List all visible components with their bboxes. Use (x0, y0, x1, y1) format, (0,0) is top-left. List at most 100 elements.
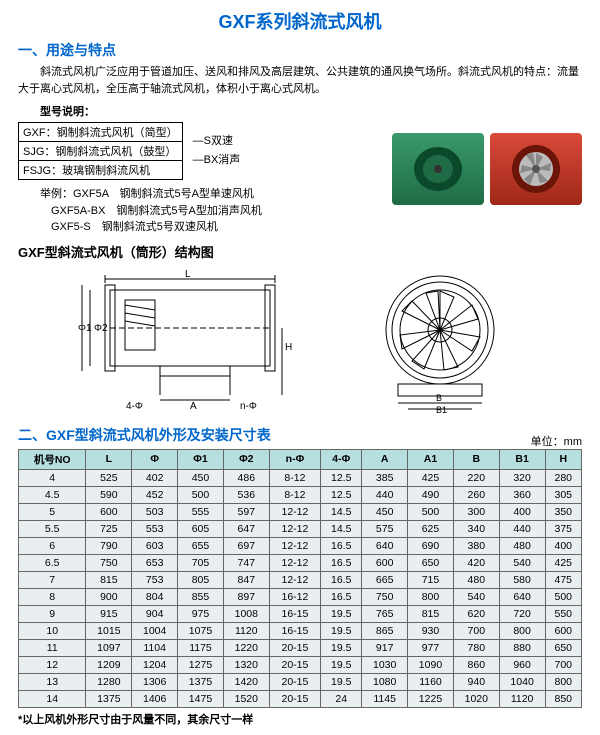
model-expl-title: 型号说明： (18, 103, 382, 119)
table-header: 4-Φ (321, 449, 362, 469)
table-cell: 800 (499, 622, 545, 639)
table-cell: 14 (19, 690, 86, 707)
diagram-front: B1 B (360, 265, 530, 415)
table-cell: 655 (178, 537, 224, 554)
table-cell: 6 (19, 537, 86, 554)
table-cell: 900 (86, 588, 132, 605)
table-cell: 553 (132, 520, 178, 537)
table-cell: 6.5 (19, 554, 86, 571)
table-cell: 575 (362, 520, 408, 537)
table-cell: 480 (499, 537, 545, 554)
intro-text: 斜流式风机广泛应用于管道加压、送风和排风及高层建筑、公共建筑的通风换气场所。斜流… (18, 64, 582, 97)
fan-photo-red (490, 133, 582, 205)
table-cell: 915 (86, 605, 132, 622)
table-cell: 625 (408, 520, 454, 537)
table-cell: 640 (499, 588, 545, 605)
table-cell: 8-12 (269, 469, 320, 486)
table-cell: 1104 (132, 639, 178, 656)
table-cell: 10 (19, 622, 86, 639)
table-cell: 1420 (223, 673, 269, 690)
table-header: L (86, 449, 132, 469)
table-cell: 1275 (178, 656, 224, 673)
table-header: A (362, 449, 408, 469)
table-cell: 500 (545, 588, 581, 605)
table-cell: 780 (453, 639, 499, 656)
table-header: A1 (408, 449, 454, 469)
table-cell: 4.5 (19, 486, 86, 503)
table-cell: 5.5 (19, 520, 86, 537)
table-cell: 19.5 (321, 622, 362, 639)
table-cell: 19.5 (321, 605, 362, 622)
table-cell: 13 (19, 673, 86, 690)
table-cell: 540 (499, 554, 545, 571)
svg-text:Φ1: Φ1 (78, 323, 92, 334)
table-cell: 1320 (223, 656, 269, 673)
table-cell: 800 (408, 588, 454, 605)
table-cell: 12.5 (321, 469, 362, 486)
table-cell: 500 (178, 486, 224, 503)
table-cell: 280 (545, 469, 581, 486)
example-line: GXF5A-BX 钢制斜流式5号A型加消声风机 (51, 205, 262, 217)
example-line: GXF5-S 钢制斜流式5号双速风机 (51, 221, 218, 233)
model-suffixes: —S双速 —BX消声 (193, 132, 241, 169)
model-cell: FSJG：玻璃钢制斜流风机 (19, 161, 183, 180)
table-cell: 19.5 (321, 656, 362, 673)
table-cell: 665 (362, 571, 408, 588)
table-cell: 475 (545, 571, 581, 588)
table-cell: 1406 (132, 690, 178, 707)
table-cell: 12 (19, 656, 86, 673)
table-header: H (545, 449, 581, 469)
table-cell: 700 (545, 656, 581, 673)
table-cell: 375 (545, 520, 581, 537)
table-cell: 650 (408, 554, 454, 571)
table-row: 12120912041275132020-1519.51030109086096… (19, 656, 582, 673)
table-cell: 300 (453, 503, 499, 520)
table-cell: 1040 (499, 673, 545, 690)
table-cell: 16-15 (269, 622, 320, 639)
table-cell: 855 (178, 588, 224, 605)
table-row: 5.572555360564712-1214.5575625340440375 (19, 520, 582, 537)
table-cell: 977 (408, 639, 454, 656)
examples-label: 举例： (40, 188, 73, 200)
unit-label: 单位：mm (531, 433, 582, 449)
examples-block: 举例：GXF5A 钢制斜流式5号A型单速风机 GXF5A-BX 钢制斜流式5号A… (18, 186, 382, 236)
table-cell: 1090 (408, 656, 454, 673)
table-cell: 16-15 (269, 605, 320, 622)
table-cell: 1375 (178, 673, 224, 690)
table-cell: 486 (223, 469, 269, 486)
table-cell: 1145 (362, 690, 408, 707)
table-cell: 14.5 (321, 520, 362, 537)
table-cell: 1160 (408, 673, 454, 690)
table-cell: 1120 (223, 622, 269, 639)
table-cell: 12.5 (321, 486, 362, 503)
table-cell: 1280 (86, 673, 132, 690)
table-cell: 5 (19, 503, 86, 520)
table-cell: 425 (545, 554, 581, 571)
table-cell: 1080 (362, 673, 408, 690)
dimensions-table: 机号NOLΦΦ1Φ2n-Φ4-ΦAA1BB1H 45254024504868-1… (18, 449, 582, 708)
table-cell: 1375 (86, 690, 132, 707)
table-cell: 800 (545, 673, 581, 690)
table-cell: 705 (178, 554, 224, 571)
table-cell: 12-12 (269, 503, 320, 520)
table-cell: 753 (132, 571, 178, 588)
section2-heading: 二、GXF型斜流式风机外形及安装尺寸表 (18, 425, 271, 445)
table-cell: 1015 (86, 622, 132, 639)
table-cell: 440 (499, 520, 545, 537)
table-cell: 480 (453, 571, 499, 588)
table-cell: 804 (132, 588, 178, 605)
table-header: Φ (132, 449, 178, 469)
product-photos (392, 103, 582, 236)
table-cell: 9 (19, 605, 86, 622)
table-cell: 555 (178, 503, 224, 520)
table-row: 11109711041175122020-1519.59179777808806… (19, 639, 582, 656)
fan-photo-green (392, 133, 484, 205)
svg-text:H: H (285, 342, 292, 353)
table-cell: 16.5 (321, 571, 362, 588)
table-cell: 1225 (408, 690, 454, 707)
table-header: 机号NO (19, 449, 86, 469)
table-cell: 12-12 (269, 537, 320, 554)
suffix-bx: —BX消声 (193, 151, 241, 170)
table-cell: 20-15 (269, 690, 320, 707)
table-note: *以上风机外形尺寸由于风量不同，其余尺寸一样 (18, 711, 582, 727)
